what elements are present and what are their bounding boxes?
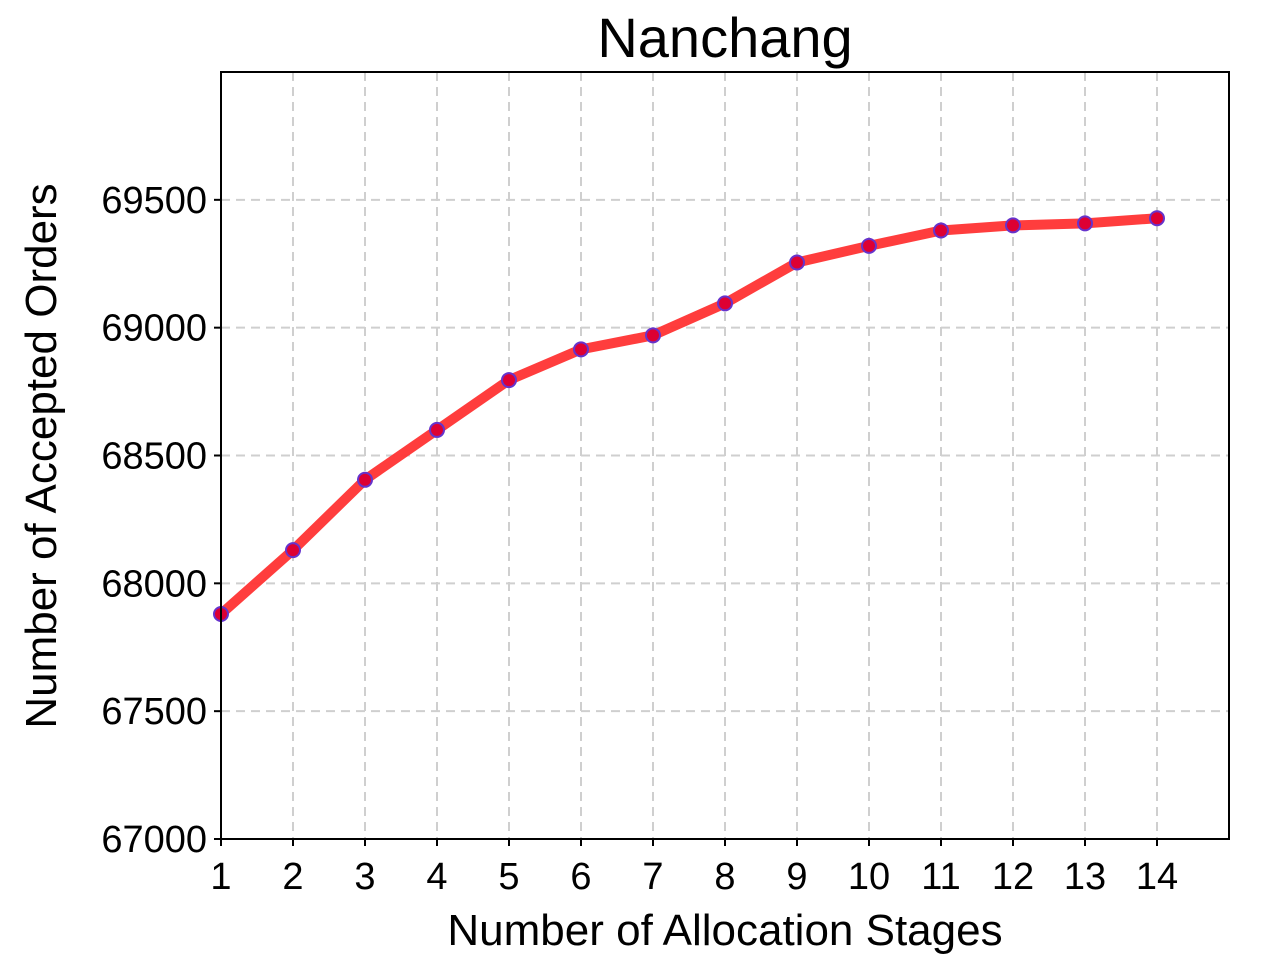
x-axis-ticks: 1 2 3 4 5 6 7 8 9 10 11 12 13 14 — [210, 839, 1178, 898]
data-point — [1149, 210, 1165, 227]
y-axis-label: Number of Accepted Orders — [17, 183, 66, 728]
x-tick-label: 5 — [498, 856, 519, 898]
data-point — [861, 237, 877, 254]
data-point — [717, 295, 733, 312]
data-point — [933, 222, 949, 239]
x-tick-label: 4 — [426, 856, 447, 898]
data-point — [429, 421, 445, 438]
y-tick-label: 69500 — [101, 180, 207, 222]
series-layer — [213, 210, 1165, 623]
series-line — [217, 213, 1158, 618]
data-point — [1005, 217, 1021, 234]
data-point — [789, 254, 805, 271]
x-axis-label: Number of Allocation Stages — [447, 906, 1002, 955]
y-tick-label: 67000 — [101, 819, 207, 861]
data-point — [501, 372, 517, 389]
x-tick-label: 2 — [282, 856, 303, 898]
grid — [221, 72, 1229, 839]
y-tick-label: 68000 — [101, 563, 207, 605]
x-tick-label: 1 — [210, 856, 231, 898]
x-tick-label: 9 — [786, 856, 807, 898]
y-tick-label: 69000 — [101, 308, 207, 350]
x-tick-label: 11 — [921, 856, 960, 898]
y-axis-ticks: 67000 67500 68000 68500 69000 69500 — [101, 180, 221, 861]
x-tick-label: 6 — [570, 856, 591, 898]
x-tick-label: 13 — [1064, 856, 1106, 898]
x-tick-label: 7 — [642, 856, 663, 898]
data-point — [1077, 215, 1093, 232]
x-tick-label: 3 — [354, 856, 375, 898]
chart-title: Nanchang — [597, 6, 852, 69]
x-tick-label: 12 — [992, 856, 1034, 898]
y-tick-label: 67500 — [101, 691, 207, 733]
data-point — [285, 542, 301, 559]
data-point — [573, 341, 589, 358]
y-tick-label: 68500 — [101, 436, 207, 478]
data-point — [357, 471, 373, 488]
data-point — [645, 327, 661, 344]
x-tick-label: 14 — [1136, 856, 1178, 898]
x-tick-label: 10 — [848, 856, 890, 898]
x-tick-label: 8 — [714, 856, 735, 898]
